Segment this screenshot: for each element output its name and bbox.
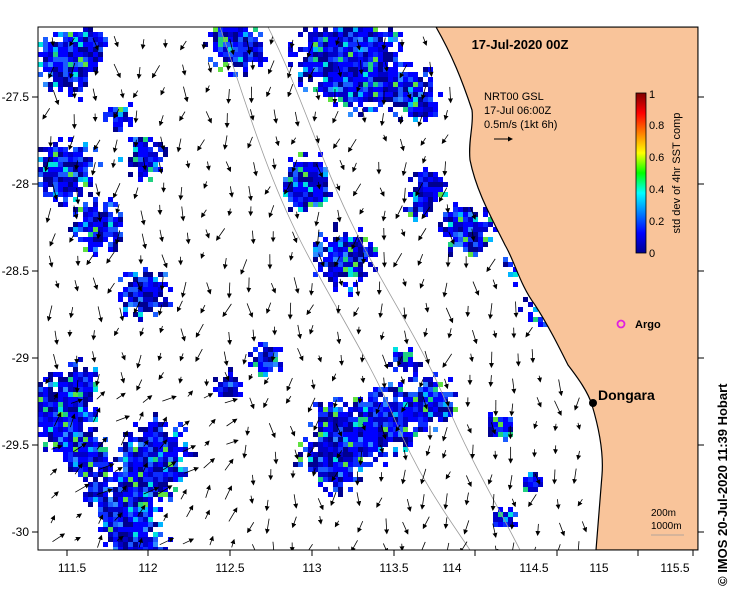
colorbar-tick: 0.6 <box>649 152 664 164</box>
lon-tick-label: 115.5 <box>660 561 689 575</box>
axis-ticks <box>32 96 704 556</box>
latitude-tick-labels: -27.5 -28 -28.5 -29 -29.5 -30 <box>2 90 30 539</box>
bathymetry-legend: 200m 1000m <box>651 508 684 536</box>
current-vector-info: NRT00 GSL 17-Jul 06:00Z 0.5m/s (1kt 6h) <box>484 91 557 142</box>
longitude-tick-labels: 111.5 112 112.5 113 113.5 114 114.5 115 … <box>58 561 690 575</box>
lat-tick-label: -28 <box>12 177 30 191</box>
lon-tick-label: 112.5 <box>215 561 244 575</box>
lat-tick-label: -27.5 <box>2 90 30 104</box>
colorbar-tick: 0.8 <box>649 120 664 132</box>
surface-current-vectors <box>42 36 588 550</box>
lat-tick-label: -29 <box>12 351 30 365</box>
argo-marker: Argo <box>616 319 661 331</box>
land-mass <box>435 27 698 550</box>
contour-200m <box>267 27 521 550</box>
colorbar-gradient <box>635 92 647 254</box>
map-title: 17-Jul-2020 00Z <box>472 37 569 52</box>
dongara-marker: Dongara <box>589 387 655 407</box>
dongara-label: Dongara <box>598 387 655 403</box>
bathy-legend-200m: 200m <box>651 508 676 519</box>
current-time-label: 17-Jul 06:00Z <box>484 105 552 117</box>
colorbar-tick-labels: 1 0.8 0.6 0.4 0.2 0 <box>649 89 664 260</box>
current-source-label: NRT00 GSL <box>484 91 544 103</box>
current-scale-label: 0.5m/s (1kt 6h) <box>484 119 557 131</box>
lon-tick-label: 114.5 <box>519 561 548 575</box>
colorbar-tick: 0.4 <box>649 184 664 196</box>
argo-label: Argo <box>635 319 661 331</box>
lat-tick-label: -28.5 <box>2 264 30 278</box>
lon-tick-label: 113.5 <box>379 561 408 575</box>
plot-frame <box>37 26 699 551</box>
argo-float-icon <box>616 319 626 329</box>
lon-tick-label: 111.5 <box>58 561 87 575</box>
lat-tick-label: -30 <box>12 525 30 539</box>
lon-tick-label: 114 <box>442 561 461 575</box>
colorbar-tick: 0.2 <box>649 216 664 228</box>
bathy-legend-1000m: 1000m <box>651 521 682 532</box>
colorbar-label: std dev of 4hr SST comp <box>671 113 683 234</box>
credit-text: © IMOS 20-Jul-2020 11:39 Hobart <box>715 383 730 586</box>
lon-tick-label: 113 <box>302 561 321 575</box>
lon-tick-label: 115 <box>589 561 608 575</box>
lon-tick-label: 112 <box>138 561 157 575</box>
sst-std-dev-pixels <box>38 27 548 550</box>
colorbar: 1 0.8 0.6 0.4 0.2 0 std dev of 4hr SST c… <box>635 89 683 260</box>
lat-tick-label: -29.5 <box>2 438 30 452</box>
colorbar-tick: 0 <box>649 248 655 260</box>
dongara-location-icon <box>589 399 597 407</box>
colorbar-tick: 1 <box>649 89 655 101</box>
